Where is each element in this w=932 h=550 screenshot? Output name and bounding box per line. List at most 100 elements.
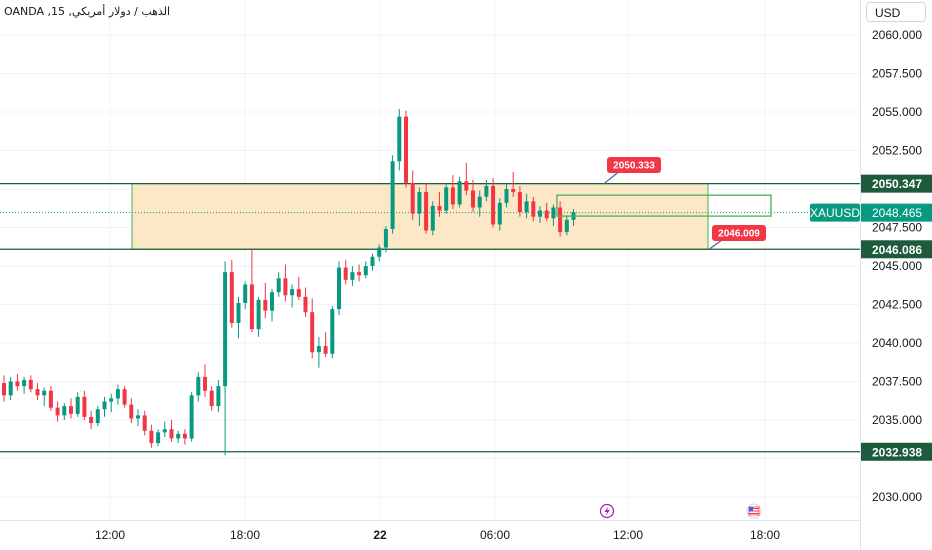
candle-body (296, 289, 301, 297)
price-line-tag-2 (861, 442, 932, 461)
x-tick-label: 12:00 (95, 528, 125, 542)
candle-body (544, 210, 549, 219)
candle-body (249, 284, 254, 330)
candle-body (531, 201, 536, 217)
candle-body (330, 309, 335, 354)
candle-body (437, 205, 442, 211)
callout-upper-label: 2050.333 (613, 161, 655, 172)
candle-body (15, 381, 20, 387)
candle-body (8, 381, 13, 396)
candle-body (377, 247, 382, 257)
candle-body (149, 430, 154, 444)
candle-body (524, 201, 529, 213)
candle-body (236, 302, 241, 323)
callout-lower[interactable]: 2046.009 (708, 225, 766, 250)
x-tick-label: 06:00 (480, 528, 510, 542)
lightning-icon[interactable] (599, 503, 615, 519)
candle-body (270, 292, 274, 311)
candle-body (491, 185, 496, 225)
callout-upper[interactable]: 2050.333 (603, 157, 661, 185)
candle-body (477, 196, 482, 208)
candle-body (176, 433, 181, 439)
symbol-title[interactable]: OANDA ,15 ,الذهب / دولار أمريكي (4, 5, 171, 18)
y-tick-label: 2040.000 (872, 336, 922, 350)
candle-body (115, 389, 120, 399)
flag-icon-canton (749, 507, 753, 511)
candle-body (2, 383, 6, 396)
candle-body (357, 272, 362, 276)
candle-body (55, 407, 60, 416)
candle-body (169, 429, 174, 439)
candle-body (48, 390, 53, 408)
y-tick-label: 2045.000 (872, 259, 922, 273)
candle-body (404, 116, 408, 183)
candle-body (243, 284, 248, 303)
callout-lower-label: 2046.009 (718, 229, 760, 240)
candle-body (310, 312, 315, 353)
x-tick-label: 12:00 (613, 528, 643, 542)
candle-body (122, 389, 127, 405)
candle-body (410, 182, 415, 214)
flag-icon[interactable] (746, 503, 762, 519)
candle-body (203, 376, 207, 391)
candle-body (209, 390, 214, 407)
candle-body (444, 187, 449, 211)
y-tick-label: 2042.500 (872, 298, 922, 312)
candle-body (390, 161, 395, 230)
candle-body (323, 346, 328, 354)
candle-body (316, 346, 321, 353)
x-tick-label: 22 (373, 528, 387, 542)
candle-body (89, 416, 94, 424)
current-price-tag-label: 2048.465 (872, 206, 922, 220)
candle-body (471, 190, 475, 208)
candle-body (129, 404, 134, 419)
y-tick-label: 2057.500 (872, 67, 922, 81)
candle-body (504, 189, 509, 203)
price-line-tag-label: 2050.347 (872, 177, 922, 191)
candle-body (417, 192, 422, 214)
candle-body (256, 299, 261, 330)
y-tick-label: 2055.000 (872, 105, 922, 119)
candle-body (136, 415, 140, 419)
candle-body (102, 401, 107, 410)
candle-body (424, 192, 429, 231)
currency-button[interactable]: USD (866, 2, 926, 22)
candle-body (75, 396, 80, 414)
candle-body (538, 210, 542, 217)
candle-body (484, 185, 489, 197)
y-tick-label: 2060.000 (872, 28, 922, 42)
callout-lower-box (712, 225, 766, 241)
candle-body (156, 432, 161, 444)
candle-body (109, 398, 114, 402)
range-rectangle[interactable] (556, 194, 772, 217)
lightning-icon-bolt (604, 506, 610, 516)
candle-body (370, 256, 375, 266)
price-line-tag-0 (861, 174, 932, 193)
candle-body (42, 390, 47, 396)
candles (2, 108, 576, 456)
y-tick-label: 2047.500 (872, 221, 922, 235)
candle-body (95, 409, 100, 424)
price-line-tag-1 (861, 240, 932, 259)
callout-upper-box (607, 157, 661, 173)
candle-body (337, 267, 341, 310)
y-tick-label: 2030.000 (872, 490, 922, 504)
candle-body (343, 267, 348, 280)
candle-body (350, 272, 355, 280)
candle-body (290, 289, 295, 296)
candle-body (450, 187, 455, 205)
candle-body (464, 181, 469, 191)
candle-body (558, 207, 563, 233)
candle-body (162, 429, 167, 433)
x-tick-label: 18:00 (750, 528, 780, 542)
candle-body (397, 116, 402, 162)
symbol-tag-label: XAUUSD (810, 206, 860, 220)
candle-body (276, 278, 281, 293)
candle-body (283, 278, 288, 296)
price-line-tag-label: 2046.086 (872, 243, 922, 257)
candle-body (196, 376, 201, 396)
x-tick-label: 18:00 (230, 528, 260, 542)
candle-body (182, 433, 187, 439)
candle-body (189, 395, 194, 439)
